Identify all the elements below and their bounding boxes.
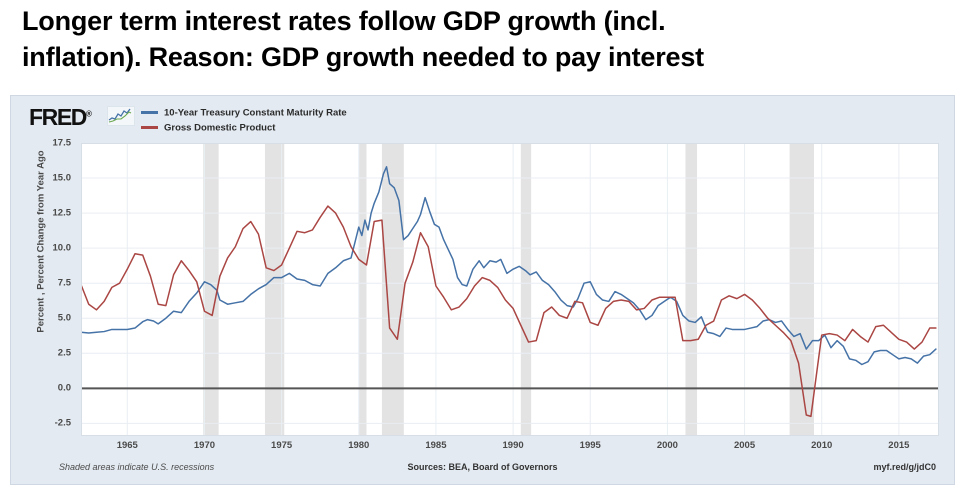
- x-tick-label: 1980: [348, 440, 370, 451]
- x-tick-label: 2015: [888, 440, 910, 451]
- y-tick-label: 15.0: [52, 172, 72, 184]
- x-tick-label: 1965: [116, 440, 138, 451]
- footer-recession-note: Shaded areas indicate U.S. recessions: [59, 462, 215, 472]
- recession-band: [381, 143, 404, 436]
- chart-legend: 10-Year Treasury Constant Maturity Rate …: [141, 106, 347, 136]
- chart-svg: [81, 143, 939, 436]
- legend-item-gdp: Gross Domestic Product: [141, 121, 347, 134]
- footer-url[interactable]: myf.red/g/jdC0: [873, 462, 936, 472]
- x-tick-label: 2005: [733, 440, 756, 451]
- fred-chart: FRED® 10-Year Treasury Constant Maturity…: [10, 95, 955, 485]
- x-tick-label: 1990: [502, 440, 524, 451]
- x-tick-label: 1995: [579, 440, 601, 451]
- y-axis-tick-labels: 17.5 15.0 12.5 10.0 7.5 5.0 2.5 0.0 -2.5: [11, 138, 77, 436]
- legend-label-gdp: Gross Domestic Product: [164, 122, 276, 134]
- fred-logo: FRED®: [29, 104, 92, 131]
- y-tick-label: 7.5: [57, 277, 71, 289]
- y-tick-label: 10.0: [52, 242, 72, 254]
- fred-footer: Shaded areas indicate U.S. recessions So…: [11, 462, 954, 478]
- y-tick-label: -2.5: [54, 417, 71, 429]
- plot-border: [81, 143, 939, 436]
- x-tick-label: 1975: [271, 440, 293, 451]
- title-line-2: inflation). Reason: GDP growth needed to…: [22, 41, 704, 72]
- y-tick-label: 5.0: [57, 312, 71, 324]
- fred-logo-text: FRED: [29, 104, 87, 130]
- y-tick-label: 2.5: [57, 347, 71, 359]
- x-tick-label: 1985: [425, 440, 447, 451]
- fred-header: FRED® 10-Year Treasury Constant Maturity…: [11, 96, 954, 142]
- x-tick-label: 2000: [656, 440, 678, 451]
- title-line-1: Longer term interest rates follow GDP gr…: [22, 6, 666, 36]
- legend-swatch-gdp: [141, 126, 158, 130]
- legend-item-treasury: 10-Year Treasury Constant Maturity Rate: [141, 106, 347, 119]
- page-title: Longer term interest rates follow GDP gr…: [22, 4, 942, 75]
- recession-band: [685, 143, 698, 436]
- series-line-0: [81, 166, 937, 366]
- x-tick-label: 1970: [193, 440, 216, 451]
- plot-canvas: [81, 143, 939, 436]
- legend-swatch-treasury: [141, 111, 158, 115]
- y-tick-label: 17.5: [52, 137, 72, 149]
- series-line-1: [81, 205, 937, 418]
- recession-band: [264, 143, 285, 436]
- recession-band: [520, 143, 532, 436]
- x-axis-tick-labels: 1965 1970 1975 1980 1985 1990 1995 2000 2005 2010…: [81, 440, 939, 458]
- legend-label-treasury: 10-Year Treasury Constant Maturity Rate: [164, 107, 347, 119]
- recession-band: [789, 143, 815, 436]
- recession-band: [203, 143, 219, 436]
- sparkline-icon: [107, 106, 135, 126]
- y-tick-label: 12.5: [52, 207, 72, 219]
- x-tick-label: 2010: [811, 440, 833, 451]
- plot-area: [81, 143, 939, 436]
- footer-sources: Sources: BEA, Board of Governors: [407, 462, 558, 472]
- fred-logo-registered: ®: [86, 109, 92, 119]
- recession-band: [358, 143, 367, 436]
- y-tick-label: 0.0: [57, 382, 71, 394]
